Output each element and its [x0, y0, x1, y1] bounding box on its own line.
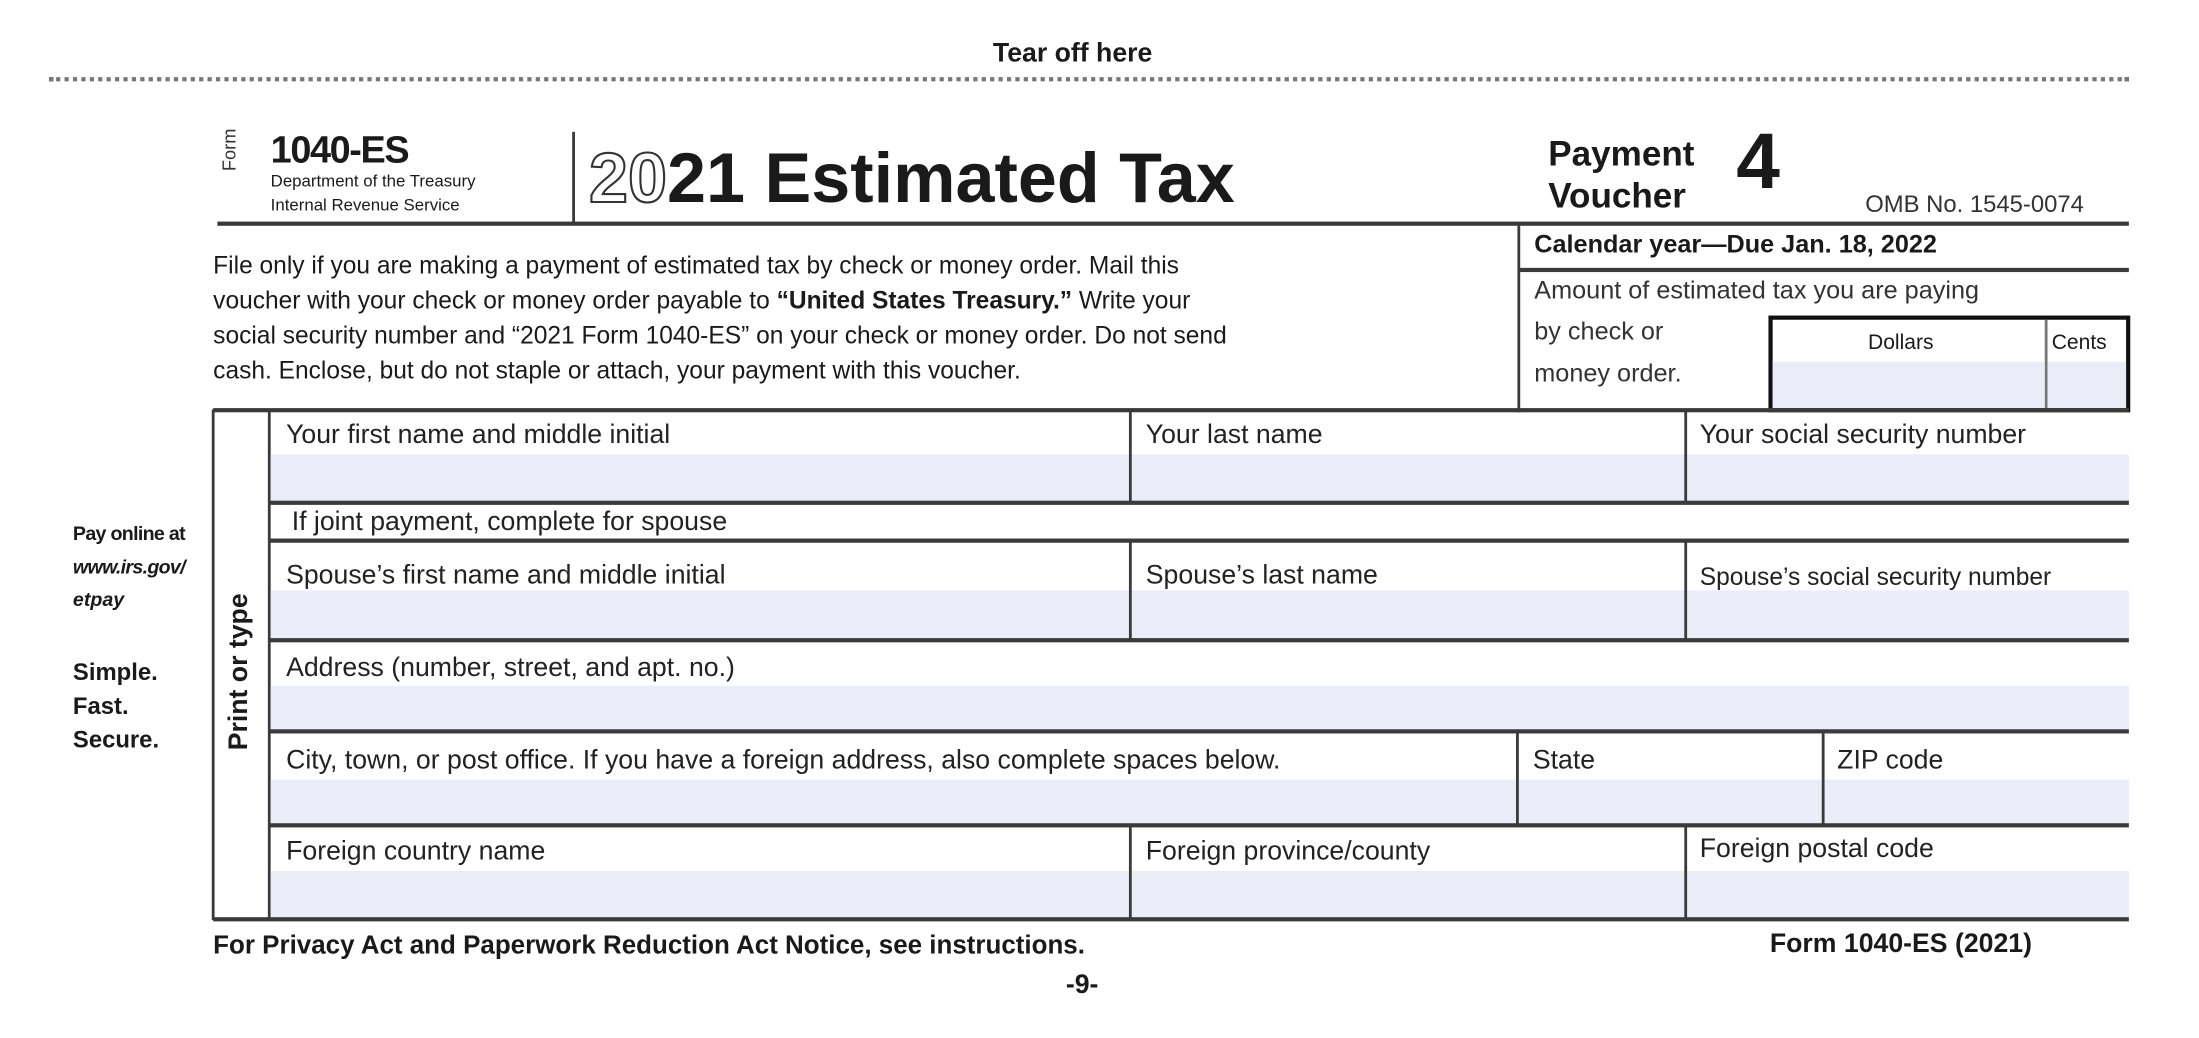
spouse-first-name-label: Spouse’s first name and middle initial: [286, 560, 726, 591]
text: Write your: [1072, 286, 1191, 315]
print-column-border: [267, 409, 271, 920]
instructions-line: social security number and “2021 Form 10…: [213, 321, 1227, 350]
foreign-postal-input[interactable]: [1687, 870, 2129, 918]
instructions-line: voucher with your check or money order p…: [213, 283, 1227, 318]
row-rule: [269, 638, 2129, 643]
payee: “United States Treasury.”: [776, 286, 1073, 315]
cents-label: Cents: [2051, 330, 2107, 355]
row-rule: [269, 500, 2129, 505]
department: Department of the Treasury: [270, 171, 476, 191]
column-divider: [1128, 409, 1132, 503]
foreign-country-label: Foreign country name: [286, 837, 546, 867]
amount-label-2: by check or: [1534, 316, 1664, 345]
text: voucher with your check or money order p…: [213, 286, 777, 315]
first-name-label: Your first name and middle initial: [286, 420, 671, 451]
address-label: Address (number, street, and apt. no.): [286, 653, 735, 683]
form-number: 1040-ES: [270, 129, 410, 172]
form-word: Form: [218, 128, 240, 172]
simple: Simple.: [72, 659, 158, 686]
fast: Fast.: [72, 692, 129, 720]
irs-url-2[interactable]: etpay: [72, 587, 125, 611]
spouse-first-name-input[interactable]: [270, 590, 1129, 639]
column-divider: [1128, 824, 1132, 919]
cents-input[interactable]: [2047, 361, 2127, 409]
title-text: Estimated Tax: [764, 138, 1235, 218]
foreign-province-input[interactable]: [1131, 870, 1685, 918]
spouse-last-name-label: Spouse’s last name: [1145, 560, 1378, 591]
last-name-input[interactable]: [1131, 454, 1685, 501]
zip-input[interactable]: [1824, 779, 2129, 825]
row-rule: [269, 823, 2129, 828]
amount-divider: [1517, 224, 1521, 413]
left-border: [211, 409, 215, 920]
foreign-country-input[interactable]: [270, 870, 1129, 918]
due-date: Calendar year—Due Jan. 18, 2022: [1534, 229, 1937, 259]
year-outline: 20: [588, 138, 668, 219]
header-rule: [217, 221, 2129, 226]
spouse-ssn-label: Spouse’s social security number: [1699, 562, 2052, 591]
form-title: 2021 Estimated Tax: [588, 137, 1235, 219]
instructions-line: File only if you are making a payment of…: [213, 251, 1179, 280]
column-divider: [1684, 409, 1688, 503]
first-name-input[interactable]: [270, 454, 1129, 501]
omb-number: OMB No. 1545-0074: [1865, 190, 2084, 218]
spouse-ssn-input[interactable]: [1687, 590, 2129, 639]
row-rule: [269, 538, 2129, 543]
foreign-province-label: Foreign province/county: [1145, 837, 1431, 867]
voucher-number: 4: [1736, 116, 1780, 205]
joint-payment-note: If joint payment, complete for spouse: [291, 507, 728, 538]
column-divider: [1128, 539, 1132, 640]
address-input[interactable]: [270, 685, 2129, 730]
dollars-label: Dollars: [1868, 330, 1934, 355]
print-or-type: Print or type: [224, 593, 254, 751]
voucher-label: Voucher: [1548, 176, 1686, 216]
due-rule: [1518, 267, 2129, 273]
ssn-input[interactable]: [1687, 454, 2129, 501]
column-divider: [1516, 730, 1519, 825]
instructions: File only if you are making a payment of…: [213, 248, 1227, 388]
spouse-last-name-input[interactable]: [1131, 590, 1685, 639]
irs-url[interactable]: www.irs.gov/: [72, 555, 186, 578]
form-reference: Form 1040-ES (2021): [1769, 929, 2032, 960]
zip-label: ZIP code: [1837, 746, 1944, 776]
last-name-label: Your last name: [1145, 420, 1323, 451]
column-divider: [1684, 539, 1688, 640]
irs: Internal Revenue Service: [270, 194, 460, 215]
instructions-line: cash. Enclose, but do not staple or atta…: [213, 356, 1021, 385]
tear-off-label: Tear off here: [992, 39, 1153, 69]
foreign-postal-label: Foreign postal code: [1699, 834, 1934, 864]
row-rule: [269, 729, 2129, 734]
privacy-notice: For Privacy Act and Paperwork Reduction …: [213, 929, 1085, 960]
city-input[interactable]: [270, 779, 1517, 825]
year-bold: 21: [667, 138, 746, 218]
ssn-label: Your social security number: [1699, 420, 2027, 451]
column-divider: [1684, 824, 1688, 919]
pay-online: Pay online at: [72, 521, 186, 545]
state-input[interactable]: [1518, 779, 1822, 825]
header-divider: [572, 131, 575, 225]
payment-label: Payment: [1548, 134, 1695, 174]
page-number: -9-: [1065, 970, 1099, 1000]
dollars-input[interactable]: [1772, 361, 2045, 409]
city-label: City, town, or post office. If you have …: [286, 746, 1281, 776]
amount-label-3: money order.: [1534, 359, 1682, 388]
column-divider: [1821, 730, 1825, 825]
fields-bottom-rule: [213, 917, 2129, 922]
amount-box: Dollars Cents: [1768, 315, 2131, 413]
secure: Secure.: [72, 726, 160, 754]
fields-top-rule: [213, 408, 2129, 413]
state-label: State: [1532, 746, 1596, 776]
cents-divider: [2044, 319, 2048, 409]
tear-line: [49, 77, 2129, 82]
amount-label: Amount of estimated tax you are paying: [1534, 276, 1980, 305]
